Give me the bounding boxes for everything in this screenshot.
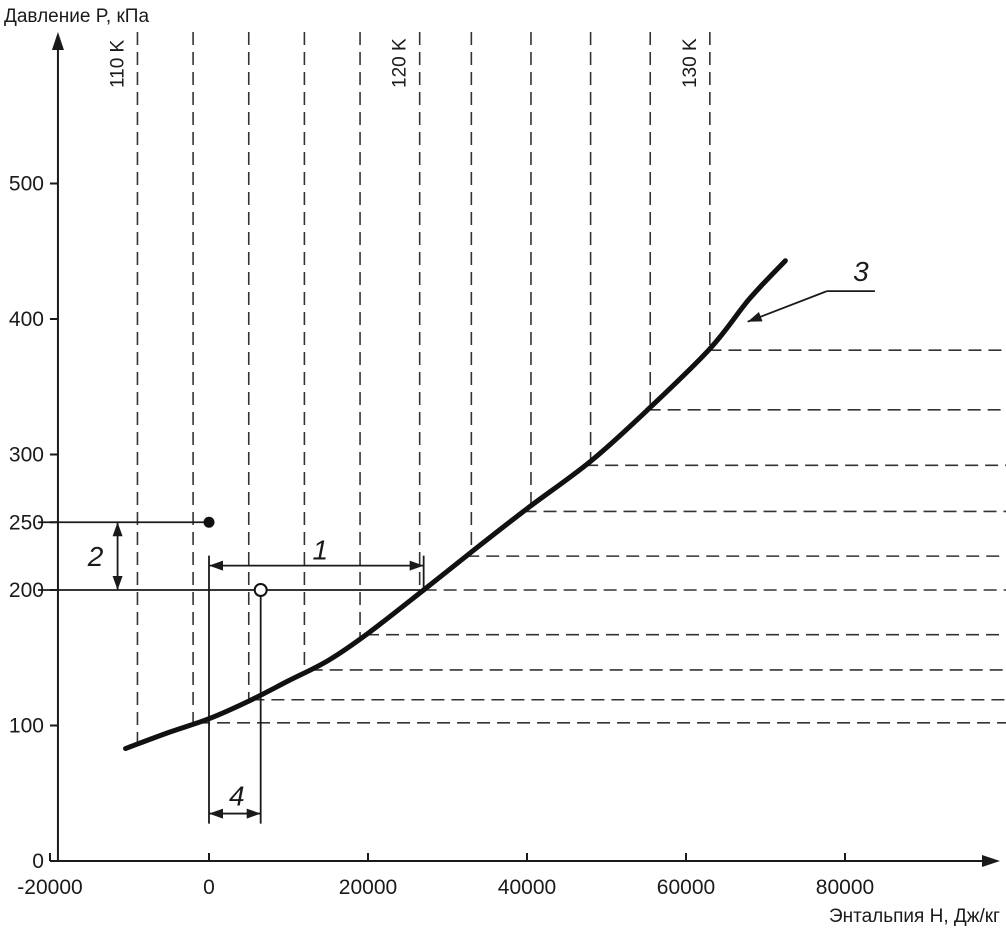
construction-lines [37, 290, 875, 824]
label-2: 2 [87, 541, 104, 572]
y-tick-label: 250 [9, 511, 44, 534]
x-tick-label: 80000 [816, 876, 874, 899]
label-3: 3 [853, 256, 869, 287]
y-tick-label: 500 [9, 173, 44, 196]
isotherm-label: 120 K [390, 38, 411, 88]
x-tick-label: -20000 [17, 876, 82, 899]
labels: -20000 0 20000 40000 60000 80000 0 100 200 250 300… [4, 6, 1000, 927]
dimension-1-head [209, 560, 223, 571]
leader-3-head [747, 312, 763, 322]
ticks [49, 182, 846, 862]
x-tick-label: 60000 [657, 876, 715, 899]
y-axis-arrow [51, 32, 64, 50]
y-tick-label: 400 [9, 308, 44, 331]
saturation-curve-group [123, 258, 788, 752]
dimension-4-head [246, 808, 261, 819]
dimension-4-head [209, 808, 223, 819]
label-1: 1 [313, 535, 329, 566]
label-4: 4 [229, 781, 245, 812]
dimension-1-head [409, 560, 424, 571]
x-tick-label: 0 [203, 876, 215, 899]
x-axis-title: Энтальпия H, Дж/кг [829, 906, 1000, 927]
dimension-2-head [112, 576, 123, 590]
y-tick-label: 200 [9, 579, 44, 602]
y-tick-label: 0 [32, 850, 44, 873]
filled-point [203, 516, 215, 528]
x-tick-label: 40000 [498, 876, 556, 899]
y-tick-label: 100 [9, 715, 44, 738]
isotherm-dashed-lines [136, 32, 1006, 745]
x-axis-arrow [982, 855, 1000, 867]
y-axis-title: Давление P, кПа [4, 6, 149, 27]
saturation-curve [123, 258, 788, 752]
leader-3 [747, 290, 828, 323]
axes [51, 32, 1000, 867]
open-point [253, 583, 268, 597]
dimension-2-head [112, 522, 123, 537]
x-tick-label: 20000 [339, 876, 397, 899]
y-tick-label: 300 [9, 444, 44, 467]
points [203, 516, 268, 597]
isotherm-label: 110 K [107, 39, 128, 88]
isotherm-label: 130 K [680, 38, 701, 88]
